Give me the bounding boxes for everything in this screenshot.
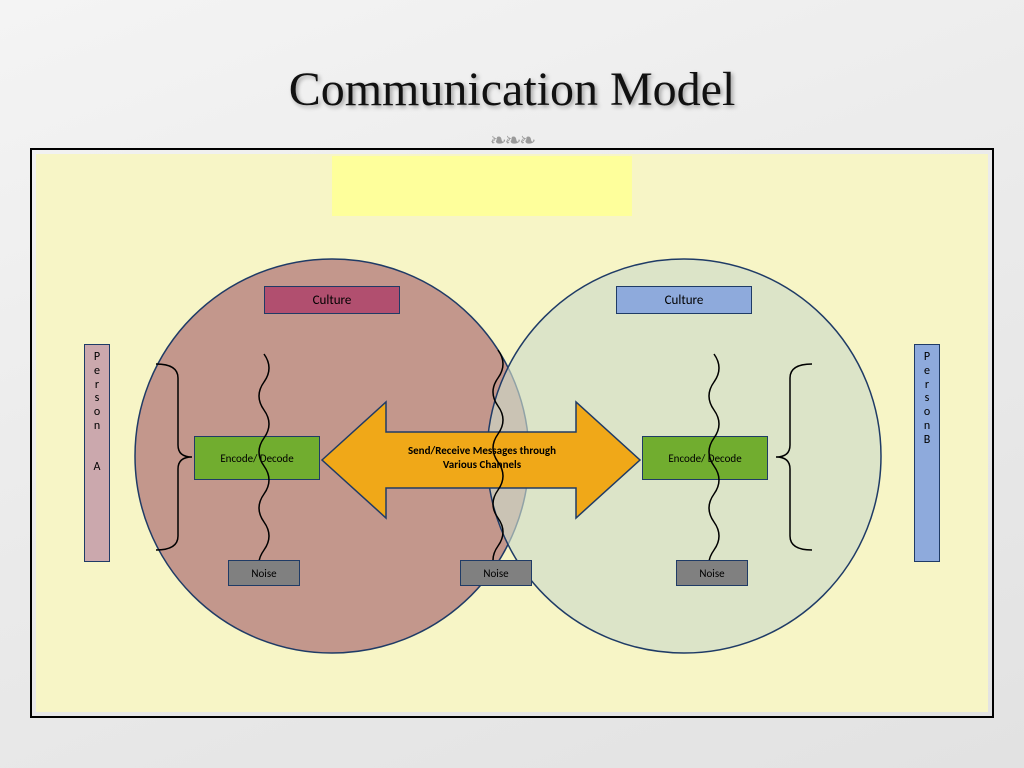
noise-box-middle: Noise bbox=[460, 560, 532, 586]
culture-box-a: Culture bbox=[264, 286, 400, 314]
slide: Communication Model ❧❧❧ Culture Culture … bbox=[0, 0, 1024, 768]
diagram-panel: Culture Culture Send/Receive Messages th… bbox=[36, 154, 988, 712]
arrow-label-line2: Various Channels bbox=[443, 458, 521, 471]
person-a-label: Person A bbox=[84, 344, 110, 562]
noise-b-label: Noise bbox=[699, 567, 724, 580]
culture-a-label: Culture bbox=[313, 293, 352, 308]
header-strip bbox=[332, 156, 632, 216]
page-title: Communication Model bbox=[0, 62, 1024, 117]
encode-box-a: Encode/ Decode bbox=[194, 436, 320, 480]
encode-a-label: Encode/ Decode bbox=[220, 452, 293, 465]
noise-box-b: Noise bbox=[676, 560, 748, 586]
noise-squiggles bbox=[36, 154, 992, 716]
noise-m-label: Noise bbox=[483, 567, 508, 580]
noise-a-label: Noise bbox=[251, 567, 276, 580]
person-b-label: PersonB bbox=[914, 344, 940, 562]
arrow-label: Send/Receive Messages through Various Ch… bbox=[372, 444, 592, 472]
venn-circles bbox=[36, 154, 992, 716]
encode-b-label: Encode/ Decode bbox=[668, 452, 741, 465]
noise-box-a: Noise bbox=[228, 560, 300, 586]
culture-box-b: Culture bbox=[616, 286, 752, 314]
diagram-frame: Culture Culture Send/Receive Messages th… bbox=[30, 148, 994, 718]
culture-b-label: Culture bbox=[665, 293, 704, 308]
arrow-label-line1: Send/Receive Messages through bbox=[408, 444, 556, 457]
double-arrow-icon bbox=[36, 154, 992, 716]
encode-box-b: Encode/ Decode bbox=[642, 436, 768, 480]
